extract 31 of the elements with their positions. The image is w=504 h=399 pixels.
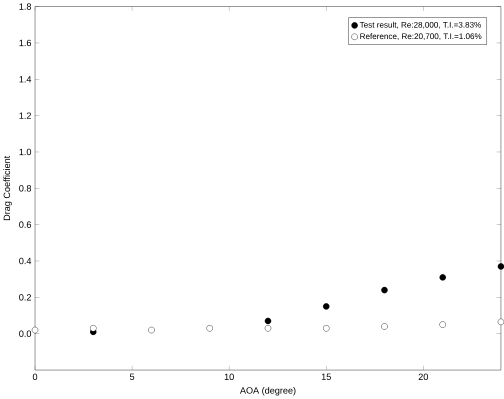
point — [90, 325, 96, 332]
point — [264, 318, 272, 324]
point — [148, 326, 155, 334]
y-tick-label: 0.4 — [19, 258, 32, 264]
x-tick-label: 5 — [130, 374, 134, 380]
point — [322, 303, 330, 310]
y-tick-label: 0.0 — [19, 330, 32, 337]
y-tick-label: 0.2 — [19, 294, 31, 301]
y-tick-label: 1.8 — [20, 3, 32, 10]
x-tick-label: 15 — [322, 374, 331, 380]
point — [264, 325, 272, 332]
point — [439, 274, 446, 281]
point — [381, 286, 388, 294]
legend-label: Test result, Re:28,000, T.I.=3.83% — [360, 22, 481, 29]
x-tick-label: 20 — [418, 374, 428, 380]
point — [381, 323, 388, 330]
point — [206, 325, 213, 332]
y-tick-label: 1.6 — [20, 40, 32, 46]
x-tick-label: 0 — [32, 374, 38, 380]
y-tick-label: 1.2 — [20, 112, 31, 119]
y-tick-label: 0.6 — [19, 222, 32, 228]
y-axis-title: Drag Coefficient — [3, 156, 12, 220]
y-tick-label: 1.4 — [20, 76, 32, 82]
x-tick-label: 10 — [224, 374, 234, 380]
legend-label: Reference, Re:20,700, T.I.=1.06% — [360, 33, 482, 40]
y-tick-label: 1.0 — [20, 148, 32, 156]
point — [439, 321, 446, 328]
point — [322, 325, 330, 332]
point — [32, 326, 38, 334]
x-axis-title: AOA (degree) — [240, 387, 296, 396]
y-tick-label: 0.8 — [19, 185, 32, 192]
